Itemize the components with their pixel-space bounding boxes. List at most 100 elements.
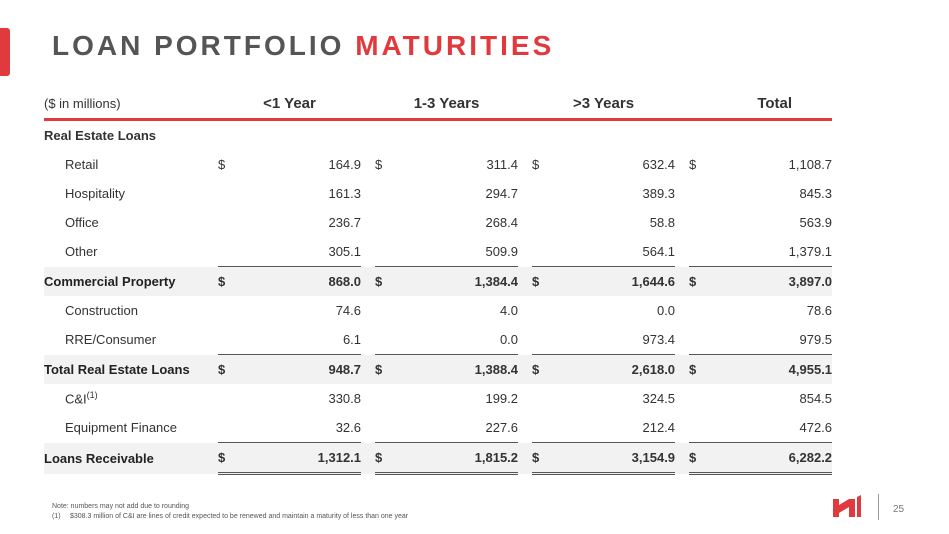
table-row: Other 305.1 509.9 564.1 1,379.1: [44, 237, 832, 267]
row-label: Other: [44, 237, 204, 267]
dollar-sign: [375, 208, 391, 237]
row-label: C&I(1): [44, 384, 204, 413]
dollar-sign: $: [689, 157, 697, 172]
table-row: C&I(1) 330.8 199.2 324.5 854.5: [44, 384, 832, 413]
row-label: Commercial Property: [44, 266, 204, 296]
table-header-row: ($ in millions) <1 Year 1-3 Years >3 Yea…: [44, 89, 833, 121]
table-cell: 236.7: [328, 215, 362, 230]
table-row: Construction 74.6 4.0 0.0 78.6: [44, 296, 832, 325]
subtotal-row: Total Real Estate Loans $948.7 $1,388.4 $2,…: [44, 354, 833, 384]
dollar-sign: $: [532, 442, 549, 475]
dollar-sign: [689, 413, 705, 443]
table-cell: 74.6: [335, 303, 362, 318]
dollar-sign: $: [218, 442, 234, 475]
table-cell: 632.4: [642, 157, 676, 172]
dollar-sign: [218, 208, 234, 237]
dollar-sign: [218, 179, 234, 208]
table-cell: 389.3: [642, 186, 676, 201]
table-cell: 58.8: [649, 215, 676, 230]
dollar-sign: [689, 237, 705, 267]
footnote-1: (1) $308.3 million of C&I are lines of cr…: [52, 512, 408, 522]
row-label-text: Retail: [65, 157, 99, 172]
dollar-sign: [689, 384, 705, 413]
table-row: Hospitality 161.3 294.7 389.3 845.3: [44, 179, 832, 208]
dollar-sign: [218, 325, 234, 355]
dollar-sign: $: [689, 354, 706, 384]
table-cell: 294.7: [485, 186, 519, 201]
hanmi-logo-icon: [833, 495, 861, 517]
table-cell: 1,379.1: [788, 244, 833, 259]
subtotal-row: Commercial Property $868.0 $1,384.4 $1,644.…: [44, 266, 833, 296]
dollar-sign: $: [218, 157, 226, 172]
dollar-sign: [375, 384, 391, 413]
dollar-sign: [532, 237, 548, 267]
table-cell: 563.9: [799, 215, 833, 230]
table-cell: 227.6: [485, 420, 519, 435]
table-row: Retail $164.9 $311.4 $632.4 $1,108.7: [44, 150, 832, 179]
table-cell: 4,955.1: [705, 354, 833, 384]
row-label-text: RRE/Consumer: [65, 332, 157, 348]
table-cell: 0.0: [499, 332, 519, 347]
dollar-sign: [218, 413, 234, 443]
table-cell: 161.3: [328, 186, 362, 201]
section-row: Real Estate Loans: [44, 120, 832, 151]
unit-label: ($ in millions): [44, 89, 204, 121]
table-cell: 3,154.9: [548, 442, 676, 475]
footer-divider: [878, 494, 879, 520]
dollar-sign: $: [532, 354, 549, 384]
dollar-sign: $: [689, 266, 706, 296]
row-label-text: Office: [65, 215, 99, 230]
dollar-sign: $: [689, 442, 706, 475]
row-label-text: Construction: [65, 303, 138, 318]
subtotal-row: Loans Receivable $1,312.1 $1,815.2 $3,154.9…: [44, 442, 833, 475]
table-cell: 2,618.0: [548, 354, 676, 384]
dollar-sign: [375, 237, 391, 267]
dollar-sign: [689, 296, 705, 325]
row-label: Equipment Finance: [44, 413, 204, 443]
dollar-sign: $: [375, 157, 383, 172]
column-header: >3 Years: [532, 89, 676, 121]
row-label-text: Other: [65, 244, 98, 260]
dollar-sign: [375, 413, 391, 443]
dollar-sign: $: [218, 354, 234, 384]
dollar-sign: [532, 296, 548, 325]
table-cell: 1,108.7: [788, 157, 833, 172]
table-cell: 311.4: [486, 157, 519, 172]
accent-bar: [0, 28, 10, 76]
table-cell: 32.6: [335, 420, 362, 435]
table-cell: 4.0: [499, 303, 519, 318]
table-cell: 3,897.0: [705, 266, 833, 296]
row-label-text: C&I: [65, 391, 87, 407]
table-cell: 868.0: [234, 266, 362, 296]
dollar-sign: [218, 296, 234, 325]
table-cell: 472.6: [799, 420, 833, 435]
footnotes: Note: numbers may not add due to roundin…: [52, 502, 408, 522]
dollar-sign: $: [375, 354, 392, 384]
table-cell: 6.1: [342, 332, 362, 347]
table-cell: 199.2: [485, 391, 519, 406]
row-label: Total Real Estate Loans: [44, 354, 204, 384]
row-label-text: Equipment Finance: [65, 420, 178, 436]
dollar-sign: $: [532, 157, 540, 172]
column-header: 1-3 Years: [375, 89, 519, 121]
rounding-note: Note: numbers may not add due to roundin…: [52, 503, 189, 510]
dollar-sign: [689, 179, 705, 208]
dollar-sign: [532, 208, 548, 237]
dollar-sign: [218, 384, 234, 413]
table-cell: 1,644.6: [548, 266, 676, 296]
dollar-sign: $: [375, 442, 392, 475]
table-cell: 0.0: [656, 303, 676, 318]
table-cell: 509.9: [485, 244, 519, 259]
column-header: Total: [689, 89, 833, 121]
table-cell: 1,815.2: [391, 442, 519, 475]
footnote-text: $308.3 million of C&I are lines of credi…: [70, 513, 409, 520]
table-cell: 1,312.1: [234, 442, 362, 475]
row-label: RRE/Consumer: [44, 325, 204, 355]
dollar-sign: [375, 296, 391, 325]
row-label: Retail: [44, 150, 204, 179]
table-cell: 973.4: [642, 332, 676, 347]
row-label: Office: [44, 208, 204, 237]
table-row: Equipment Finance 32.6 227.6 212.4 472.6: [44, 413, 832, 443]
table-cell: 845.3: [799, 186, 833, 201]
table-cell: 78.6: [806, 303, 833, 318]
